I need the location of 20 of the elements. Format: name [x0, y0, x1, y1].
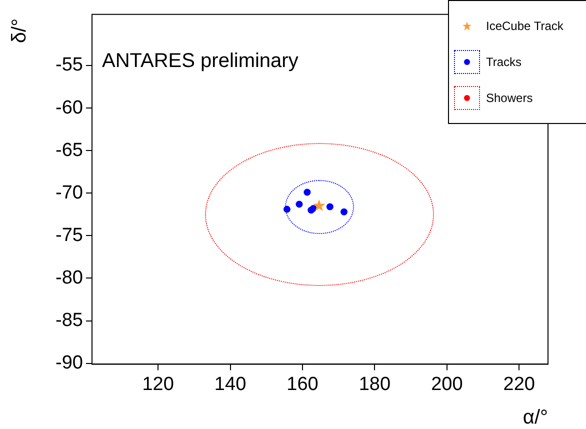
y-tick-label: -80: [56, 267, 83, 288]
y-axis-title: δ/°: [8, 18, 31, 44]
legend-label: Tracks: [486, 55, 522, 69]
y-tick-label: -75: [56, 224, 83, 246]
y-tick-label: -70: [56, 182, 83, 204]
y-tick-label: -55: [56, 54, 83, 76]
x-tick-label: 200: [431, 374, 463, 395]
y-tick-label: -90: [56, 352, 83, 374]
y-tick-label: -85: [56, 310, 83, 332]
x-tick-label: 120: [142, 374, 174, 395]
y-tick-label: -65: [56, 140, 83, 161]
x-tick-label: 180: [358, 374, 391, 395]
annotation: ANTARES preliminary: [102, 50, 298, 72]
y-tick-label: -60: [56, 97, 83, 118]
x-tick-label: 160: [286, 374, 318, 395]
legend-label: IceCube Track: [486, 19, 564, 33]
legend-label: Showers: [486, 91, 533, 105]
x-tick-label: 140: [214, 374, 246, 395]
x-tick-label: 220: [503, 374, 535, 395]
x-axis-title: α/°: [522, 406, 548, 429]
